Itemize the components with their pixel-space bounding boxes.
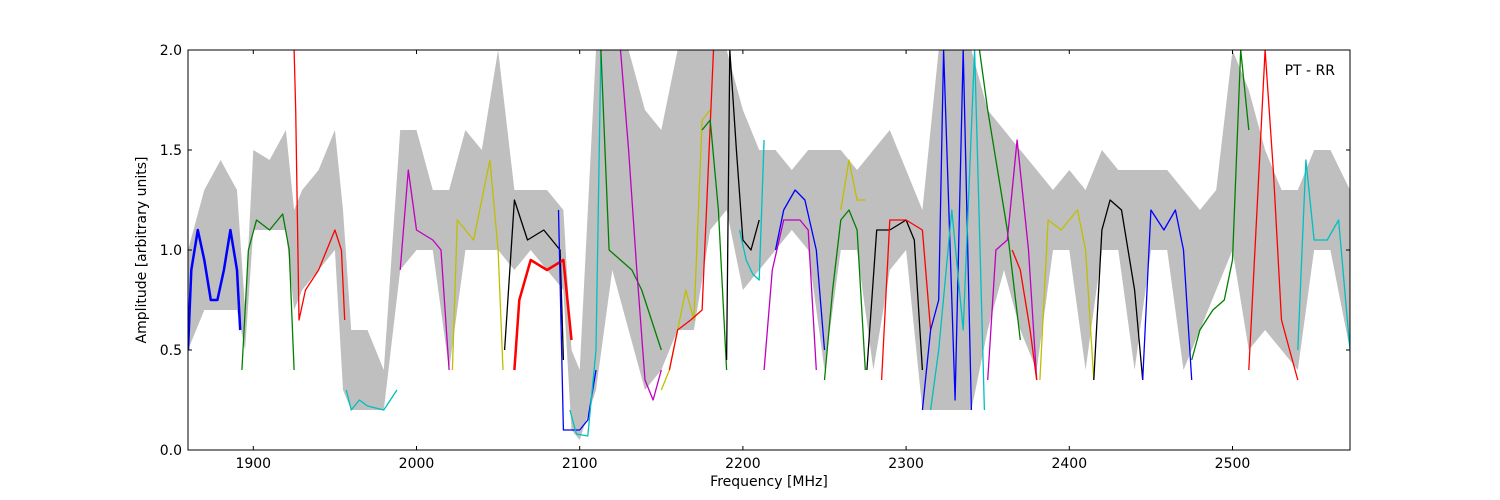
series-line-22 xyxy=(880,219,932,381)
axis-ticks: 1900 2000 2100 2200 2300 2400 2500 0.0 0.5 1.0 1.5… xyxy=(160,43,1350,472)
series-line-24 xyxy=(929,50,986,411)
x-tick-label: 1900 xyxy=(235,456,271,472)
series-line-3 xyxy=(345,389,398,411)
series-line-18 xyxy=(774,189,826,351)
x-tick-label: 2000 xyxy=(399,456,435,472)
series-line-5 xyxy=(451,159,504,371)
series-line-32 xyxy=(1248,50,1299,381)
x-tick-label: 2200 xyxy=(725,456,761,472)
series-line-15 xyxy=(725,50,760,361)
y-tick-label: 1.5 xyxy=(160,143,182,159)
y-tick-label: 0.0 xyxy=(160,443,182,459)
series-line-10 xyxy=(600,50,662,351)
series-line-20 xyxy=(840,159,866,211)
series-line-33 xyxy=(1297,159,1350,351)
x-tick-label: 2300 xyxy=(888,456,924,472)
series-line-31 xyxy=(1191,50,1250,361)
series-line-21 xyxy=(866,219,924,371)
series-line-25 xyxy=(978,50,1021,341)
x-tick-label: 2100 xyxy=(562,456,598,472)
y-axis-label: Amplitude [arbitrary units] xyxy=(134,157,150,344)
x-tick-label: 2400 xyxy=(1051,456,1087,472)
series-line-0 xyxy=(188,228,242,351)
series-line-27 xyxy=(1011,249,1038,381)
x-axis-label: Frequency [MHz] xyxy=(710,474,828,490)
series-line-12 xyxy=(660,109,711,391)
series-line-23 xyxy=(921,50,973,411)
series-line-6 xyxy=(503,199,565,361)
series-line-28 xyxy=(1039,209,1095,381)
series-line-14 xyxy=(701,119,728,371)
series-line-1 xyxy=(241,213,295,371)
y-tick-label: 1.0 xyxy=(160,243,182,259)
x-tick-label: 2500 xyxy=(1215,456,1251,472)
series-line-26 xyxy=(987,139,1038,381)
series-line-7 xyxy=(513,258,573,371)
series-line-2 xyxy=(293,50,346,321)
series-line-16 xyxy=(738,139,765,281)
series-line-17 xyxy=(763,219,817,371)
series-line-13 xyxy=(668,50,715,371)
series-line-9 xyxy=(569,50,602,437)
annotation-label: PT - RR xyxy=(1285,63,1336,79)
series-line-4 xyxy=(399,169,450,371)
series-line-11 xyxy=(619,50,662,401)
series-line-19 xyxy=(823,209,866,381)
series-line-29 xyxy=(1093,199,1144,381)
series-line-30 xyxy=(1142,209,1193,381)
plot-area xyxy=(188,50,1350,440)
y-tick-label: 2.0 xyxy=(160,43,182,59)
envelope-band xyxy=(188,50,1350,440)
y-tick-label: 0.5 xyxy=(160,343,182,359)
